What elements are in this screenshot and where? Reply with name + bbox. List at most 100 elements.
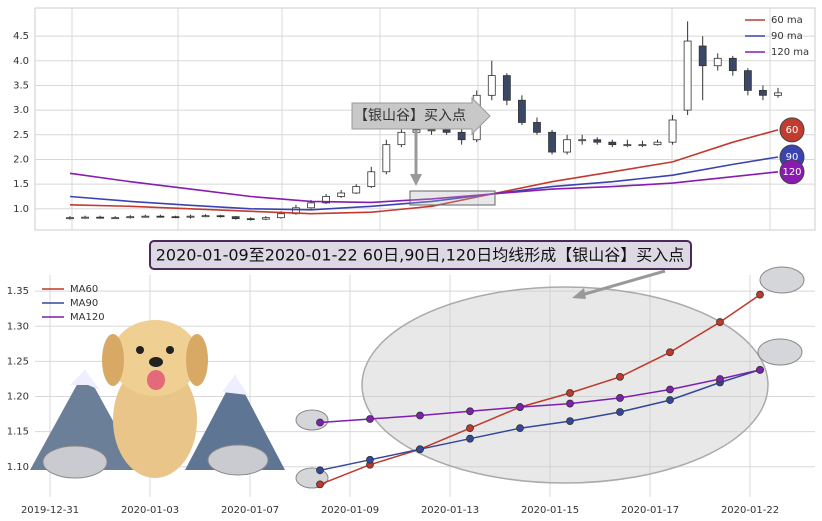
point <box>516 403 524 411</box>
dog-eye <box>166 346 174 354</box>
line <box>319 369 761 472</box>
point <box>566 399 574 408</box>
point <box>566 417 574 426</box>
candle-body <box>81 216 89 219</box>
candle-body <box>216 215 225 218</box>
legend-label: 60 ma <box>771 15 803 26</box>
candle-body <box>126 216 135 219</box>
candle-body <box>502 75 511 101</box>
y-tick-label: 2.0 <box>13 154 29 165</box>
candle-body <box>713 57 722 67</box>
y-tick-label: 3.0 <box>13 105 29 116</box>
point <box>416 411 424 420</box>
point <box>316 466 324 475</box>
decoration <box>30 266 805 489</box>
candle-body <box>276 213 285 219</box>
annotation-down-head <box>410 174 422 186</box>
y-tick-label: 1.5 <box>13 179 29 190</box>
ingot <box>295 409 329 431</box>
point <box>516 424 524 433</box>
candle-body <box>156 215 165 218</box>
candle-body <box>518 99 526 123</box>
candle-body <box>307 202 315 209</box>
candle-body <box>759 89 767 96</box>
buy-zone-box <box>409 190 496 206</box>
candle-body <box>171 216 180 219</box>
candle-body <box>352 186 361 194</box>
candle-body <box>367 171 376 187</box>
ma-line <box>69 156 779 211</box>
candle-body <box>683 40 692 111</box>
mountain-snow <box>70 370 100 390</box>
ingot <box>207 444 269 476</box>
candle-body <box>774 92 782 96</box>
line <box>319 294 761 486</box>
dog-eye <box>136 346 144 354</box>
ingot <box>759 266 805 294</box>
candle-body <box>111 217 120 220</box>
x-tick-label: 2020-01-09 <box>321 505 379 516</box>
dog-ear <box>186 334 208 386</box>
candle-body <box>608 141 617 146</box>
arrow <box>577 269 666 298</box>
point <box>316 480 324 489</box>
end-badge <box>779 159 805 185</box>
point <box>466 407 474 416</box>
x-tick-label: 2019-12-31 <box>21 505 79 516</box>
candle-body <box>457 131 466 141</box>
y-tick-label: 1.0 <box>13 204 29 215</box>
point <box>616 408 624 416</box>
candle-body <box>442 129 451 133</box>
point <box>616 372 624 381</box>
point <box>666 348 674 357</box>
candle-body <box>623 144 632 147</box>
y-tick-label: 1.15 <box>7 427 29 438</box>
candle-body <box>231 216 240 220</box>
dog-tongue <box>147 370 165 390</box>
candle-body <box>261 217 270 220</box>
legend-label: MA90 <box>70 298 98 309</box>
arrow-head <box>572 288 586 299</box>
end-badge <box>779 117 805 143</box>
y-tick-label: 1.25 <box>7 356 29 367</box>
y-tick-label: 1.10 <box>7 462 29 473</box>
candle-body <box>337 192 346 197</box>
dog-ear <box>102 334 124 386</box>
point <box>316 418 324 427</box>
point <box>716 318 724 326</box>
point <box>666 396 674 404</box>
candle-body <box>653 141 662 146</box>
x-tick-label: 2020-01-22 <box>721 505 779 516</box>
highlight-ellipse <box>361 286 769 484</box>
y-tick-label: 1.30 <box>7 321 29 332</box>
legend-label: 90 ma <box>771 31 803 42</box>
y-tick-label: 4.5 <box>13 31 29 42</box>
candle-body <box>397 131 406 146</box>
y-tick-label: 1.35 <box>7 286 29 297</box>
candle-body <box>548 131 556 153</box>
candle-body <box>593 139 602 143</box>
x-tick-label: 2020-01-03 <box>121 505 179 516</box>
annotation-arrow <box>351 96 491 136</box>
candle-body <box>743 70 752 91</box>
ingot <box>42 445 108 479</box>
y-tick-label: 4.0 <box>13 56 29 67</box>
candle-body <box>487 75 496 96</box>
legend-label: MA120 <box>70 312 105 323</box>
end-badge-label: 90 <box>786 152 799 163</box>
candle-body <box>201 215 210 218</box>
candle-body <box>141 215 150 218</box>
candle-body <box>382 144 391 173</box>
mountain <box>185 375 285 470</box>
candle-body <box>563 139 572 153</box>
candle-body <box>668 119 677 143</box>
y-tick-label: 2.5 <box>13 130 29 141</box>
ma-line <box>69 171 779 204</box>
chart-title: 2020-01-09至2020-01-22 60日,90日,120日均线形成【银… <box>156 246 685 265</box>
annotation-label: 【银山谷】买入点 <box>354 108 466 124</box>
candle-body <box>427 129 436 132</box>
end-badge-label: 60 <box>786 125 799 136</box>
candle-body <box>698 45 707 67</box>
y-tick-label: 3.5 <box>13 80 29 91</box>
